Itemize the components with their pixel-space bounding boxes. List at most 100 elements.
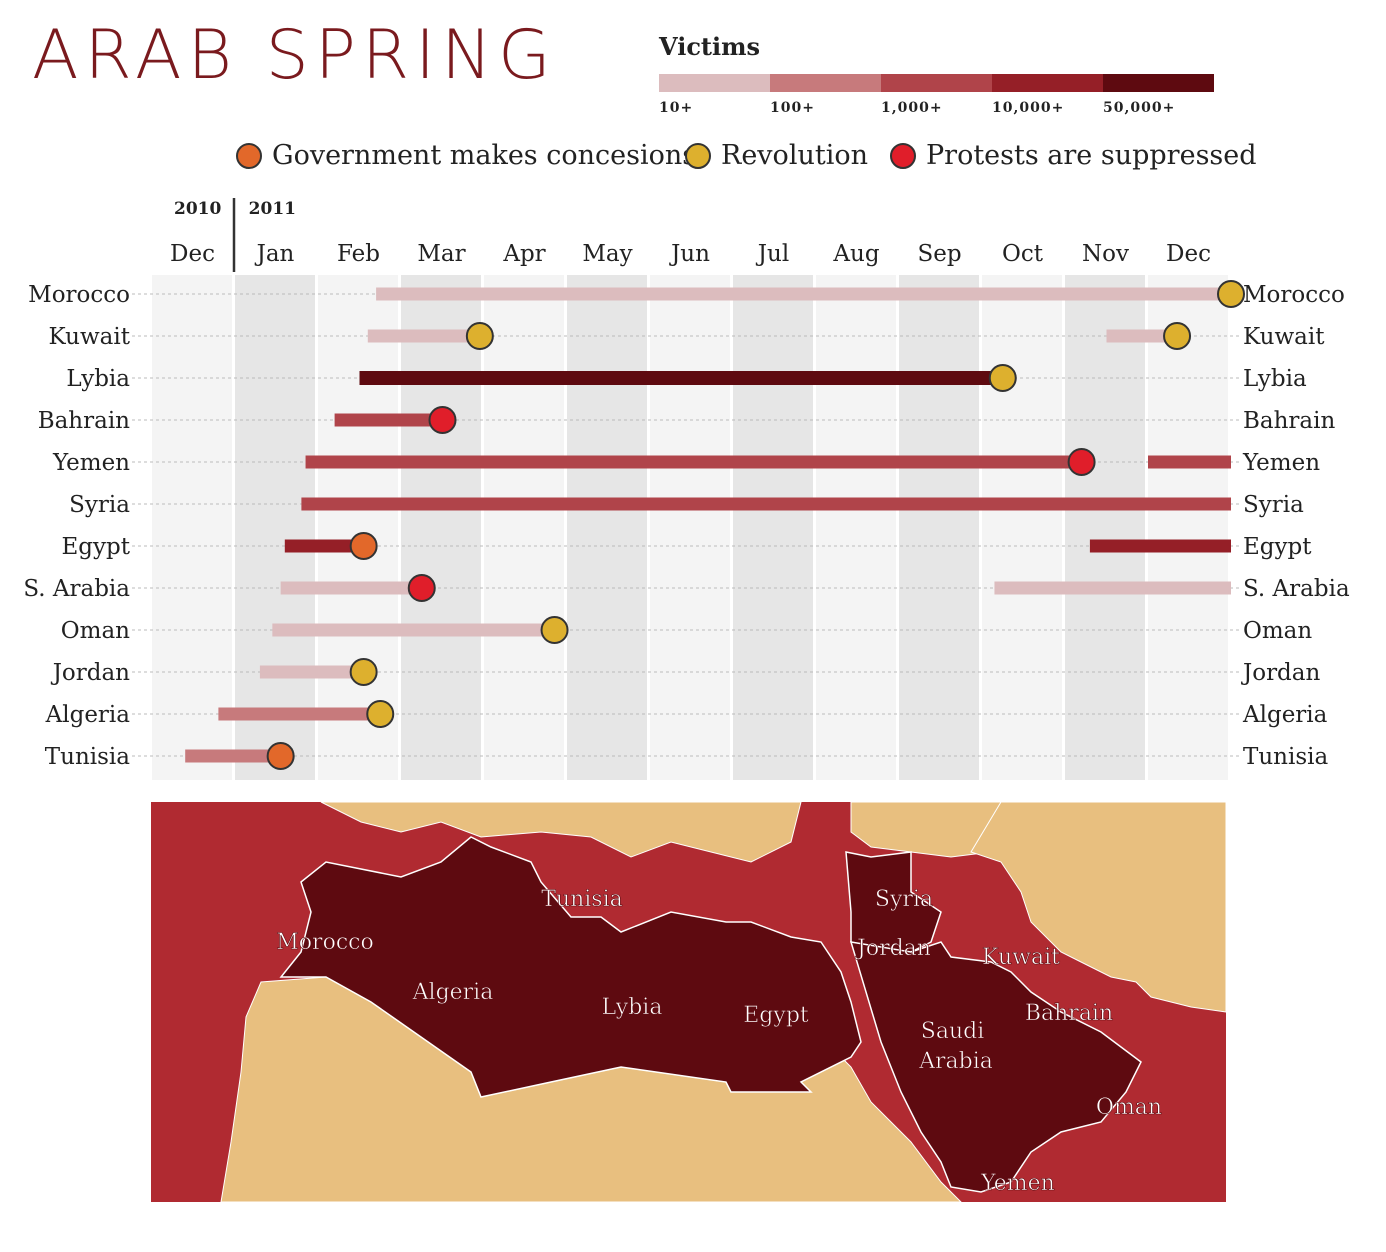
legend-item-concessions: Government makes concesions: [236, 140, 696, 171]
legend-item-suppressed: Protests are suppressed: [890, 140, 1257, 171]
country-label-right: Lybia: [1243, 366, 1307, 392]
country-label-left: Bahrain: [38, 408, 130, 434]
month-tick-label: Feb: [337, 241, 380, 267]
red-dot-icon: [890, 142, 916, 169]
map-label-yemen: Yemen: [980, 1171, 1055, 1196]
scale-swatch-100: [770, 74, 881, 92]
event-marker: [349, 532, 378, 560]
month-tick-label: Oct: [1002, 241, 1044, 267]
month-tick-label: Aug: [832, 241, 879, 267]
map-land-affected: [279, 836, 862, 1098]
month-column-bg: [318, 275, 398, 780]
month-tick-label: Nov: [1082, 241, 1129, 267]
scale-swatch-1000: [881, 74, 992, 92]
month-column-bg: [152, 275, 232, 780]
scale-swatch-10000: [992, 74, 1103, 92]
map-label-lybia: Lybia: [602, 995, 663, 1020]
map-label-bahrain: Bahrain: [1025, 1001, 1113, 1026]
year-label: 2010: [174, 199, 221, 219]
country-label-left: S. Arabia: [23, 576, 130, 602]
event-marker: [407, 574, 436, 602]
map-label-algeria: Algeria: [412, 980, 494, 1005]
victims-bar: [301, 497, 1231, 511]
event-marker: [988, 364, 1017, 392]
orange-dot-icon: [236, 142, 262, 169]
country-label-right: Kuwait: [1243, 324, 1325, 350]
victims-bar: [994, 581, 1231, 595]
event-marker: [1067, 448, 1096, 476]
victims-color-scale: [659, 74, 1214, 92]
month-column-bg: [982, 275, 1062, 780]
country-label-left: Egypt: [62, 534, 131, 560]
country-label-right: Oman: [1243, 618, 1312, 644]
map-land-arabia: [849, 941, 1142, 1193]
map-land-europe: [320, 802, 802, 863]
event-marker: [1163, 322, 1192, 350]
victims-bar: [334, 413, 443, 427]
scale-label: 100+: [770, 100, 815, 116]
event-marker: [540, 616, 569, 644]
victims-bar: [1148, 455, 1231, 469]
map-land-levant: [845, 851, 942, 953]
victims-bar: [367, 329, 480, 343]
country-label-right: Jordan: [1241, 660, 1320, 686]
country-label-right: Syria: [1243, 492, 1304, 518]
country-label-right: Morocco: [1243, 282, 1345, 308]
victims-bar: [280, 581, 422, 595]
event-legend: Government makes concesions Revolution P…: [0, 140, 1386, 180]
victims-bar: [259, 665, 364, 679]
victims-bar: [272, 623, 555, 637]
country-label-right: Bahrain: [1243, 408, 1335, 434]
scale-label: 10,000+: [992, 100, 1065, 116]
month-tick-label: Apr: [502, 241, 545, 267]
victims-bar: [185, 749, 281, 763]
month-tick-label: Mar: [417, 241, 465, 267]
scale-swatch-10: [659, 74, 770, 92]
victims-scale-labels: 10+ 100+ 1,000+ 10,000+ 50,000+: [659, 100, 1214, 116]
event-marker: [428, 406, 457, 434]
month-column-bg: [484, 275, 564, 780]
event-marker: [366, 700, 395, 728]
month-column-bg: [650, 275, 730, 780]
map-label-saudi-arabia: Saudi Arabia: [918, 1019, 993, 1074]
map-label-jordan: Jordan: [855, 936, 931, 961]
month-tick-label: May: [582, 241, 632, 267]
map-label-egypt: Egypt: [743, 1003, 809, 1028]
month-tick-label: Jan: [255, 241, 295, 267]
map-land-east: [970, 802, 1226, 1013]
month-tick-label: Dec: [170, 241, 215, 267]
month-column-bg: [1148, 275, 1228, 780]
country-label-right: Egypt: [1243, 534, 1312, 560]
map-label-saudi-arabia-line: Arabia: [918, 1049, 993, 1074]
event-marker: [349, 658, 378, 686]
country-label-right: Algeria: [1242, 702, 1328, 728]
region-map: Morocco Algeria Tunisia Lybia Egypt Syri…: [151, 802, 1226, 1202]
legend-label: Protests are suppressed: [926, 140, 1257, 171]
country-label-left: Kuwait: [49, 324, 131, 350]
country-label-right: Tunisia: [1243, 744, 1328, 770]
month-tick-label: Jul: [756, 241, 789, 267]
legend-label: Revolution: [721, 140, 868, 171]
map-label-kuwait: Kuwait: [982, 945, 1060, 970]
timeline-chart: 2010 2011 Dec Jan Feb Mar Apr May Jun Jul Aug Sep Oc…: [23, 198, 1350, 780]
month-tick-label: Dec: [1166, 241, 1211, 267]
country-label-left: Algeria: [45, 702, 131, 728]
event-marker: [266, 742, 295, 770]
month-column-bg: [899, 275, 979, 780]
scale-label: 1,000+: [881, 100, 943, 116]
victims-legend-title: Victims: [659, 32, 761, 61]
month-column-bg: [816, 275, 896, 780]
event-marker: [465, 322, 494, 350]
map-label-tunisia: Tunisia: [541, 887, 623, 912]
country-label-left: Syria: [69, 492, 130, 518]
map-label-morocco: Morocco: [276, 930, 373, 955]
page-title: ARAB SPRING: [32, 16, 557, 95]
victims-bar: [359, 371, 1003, 385]
country-label-left: Tunisia: [45, 744, 130, 770]
map-label-oman: Oman: [1096, 1095, 1162, 1120]
country-label-right: S. Arabia: [1243, 576, 1350, 602]
legend-label: Government makes concesions: [272, 140, 697, 171]
country-label-left: Jordan: [51, 660, 130, 686]
month-column-bg: [401, 275, 481, 780]
map-labels: Morocco Algeria Tunisia Lybia Egypt Syri…: [276, 887, 1162, 1197]
